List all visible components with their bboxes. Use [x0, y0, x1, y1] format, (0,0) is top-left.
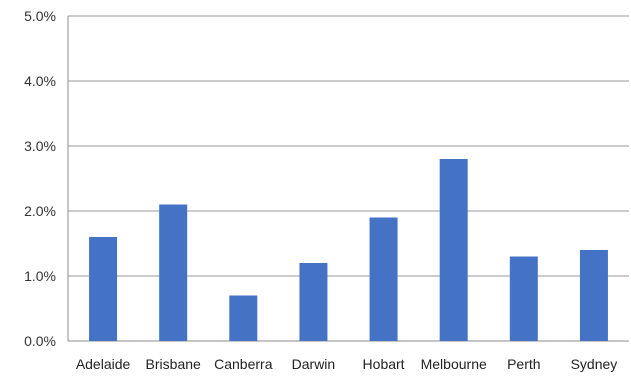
- x-tick-label: Darwin: [292, 356, 336, 372]
- bar-adelaide: [89, 237, 118, 341]
- bar-perth: [509, 256, 538, 341]
- bar-sydney: [579, 250, 608, 341]
- y-tick-label: 2.0%: [24, 203, 56, 219]
- bar-canberra: [229, 295, 258, 341]
- x-tick-label: Sydney: [571, 356, 618, 372]
- x-tick-label: Hobart: [363, 356, 405, 372]
- y-tick-label: 3.0%: [24, 138, 56, 154]
- x-tick-label: Melbourne: [421, 356, 487, 372]
- x-tick-label: Brisbane: [146, 356, 201, 372]
- gridlines: [68, 15, 629, 342]
- bar-darwin: [299, 263, 328, 341]
- y-tick-label: 1.0%: [24, 268, 56, 284]
- x-tick-label: Canberra: [214, 356, 273, 372]
- bar-hobart: [369, 217, 398, 341]
- y-tick-label: 4.0%: [24, 73, 56, 89]
- y-axis-tick-labels: 0.0% 1.0% 2.0% 3.0% 4.0% 5.0%: [24, 8, 56, 349]
- x-tick-label: Adelaide: [76, 356, 131, 372]
- bar-brisbane: [159, 204, 188, 341]
- x-axis-category-labels: Adelaide Brisbane Canberra Darwin Hobart Melb…: [76, 356, 617, 372]
- y-tick-label: 5.0%: [24, 8, 56, 24]
- y-tick-label: 0.0%: [24, 333, 56, 349]
- bars: [89, 159, 608, 341]
- bar-melbourne: [439, 159, 468, 341]
- x-tick-label: Perth: [507, 356, 540, 372]
